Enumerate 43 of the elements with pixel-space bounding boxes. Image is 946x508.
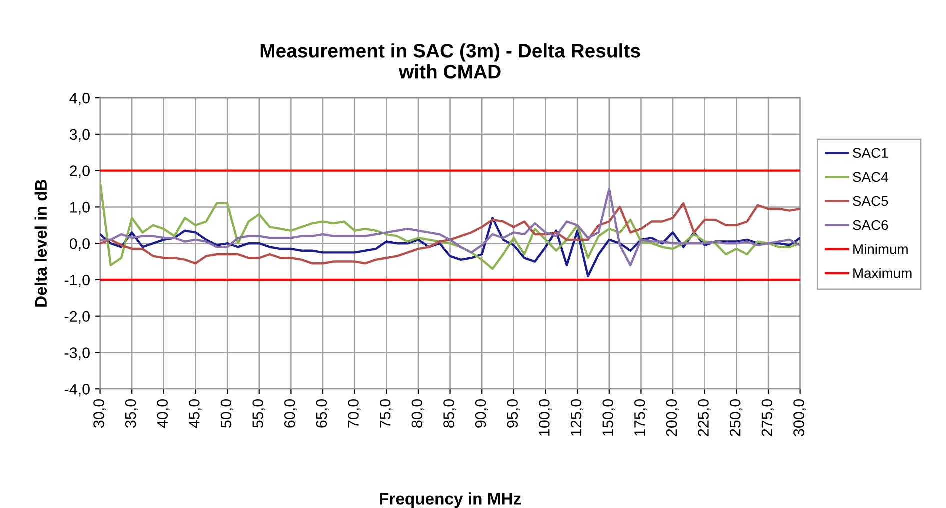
- y-tick-label: -4,0: [64, 384, 90, 397]
- x-tick-label: 275,0: [762, 399, 774, 436]
- legend-label: Maximum: [854, 268, 912, 278]
- y-tick-label: 1,0: [70, 202, 90, 215]
- x-tick-label: 50,0: [220, 399, 234, 428]
- x-tick-label: 200,0: [666, 399, 679, 436]
- x-tick-label: 125,0: [570, 399, 584, 436]
- x-tick-label: 75,0: [380, 399, 393, 428]
- x-tick-label: 90,0: [475, 399, 488, 428]
- chart-title: Measurement in SAC (3m) - Delta Results with CMAD: [260, 44, 640, 79]
- y-tick-label: 3,0: [70, 129, 90, 142]
- x-tick-label: 100,0: [539, 399, 552, 436]
- line-series: [100, 217, 800, 278]
- x-tick-label: 250,0: [730, 399, 743, 436]
- x-tick-label: 40,0: [157, 399, 170, 428]
- y-tick-label: 4,0: [70, 92, 90, 106]
- x-tick-label: 80,0: [412, 399, 424, 428]
- legend-label: SAC6: [853, 220, 888, 230]
- legend-label: Minimum: [854, 244, 908, 254]
- x-tick-label: 45,0: [189, 399, 202, 428]
- y-tick-label: -2,0: [64, 311, 90, 324]
- y-tick-label: -1,0: [64, 274, 90, 288]
- x-tick-label: 95,0: [507, 399, 520, 428]
- x-tick-label: 225,0: [698, 399, 711, 436]
- x-tick-label: 60,0: [284, 399, 298, 428]
- x-tick-label: 85,0: [444, 399, 456, 428]
- y-tick-label: 2,0: [70, 166, 90, 178]
- x-tick-label: 65,0: [316, 399, 329, 428]
- x-tick-label: 300,0: [794, 399, 806, 436]
- x-tick-label: 55,0: [252, 399, 266, 428]
- x-tick-label: 35,0: [125, 399, 138, 428]
- legend-label: SAC4: [853, 172, 888, 182]
- y-tick-label: -3,0: [64, 348, 90, 360]
- x-axis-title: Frequency in MHz: [380, 492, 522, 508]
- line-series: [100, 202, 800, 265]
- y-tick-label: 0,0: [70, 238, 90, 252]
- x-tick-label: 175,0: [634, 399, 648, 436]
- legend-label: SAC1: [853, 148, 888, 158]
- legend-label: SAC5: [853, 196, 888, 206]
- y-axis-title: Delta level in dB: [34, 180, 48, 307]
- x-tick-label: 150,0: [602, 399, 616, 436]
- x-tick-label: 70,0: [348, 399, 361, 428]
- x-tick-label: 30,0: [94, 399, 106, 428]
